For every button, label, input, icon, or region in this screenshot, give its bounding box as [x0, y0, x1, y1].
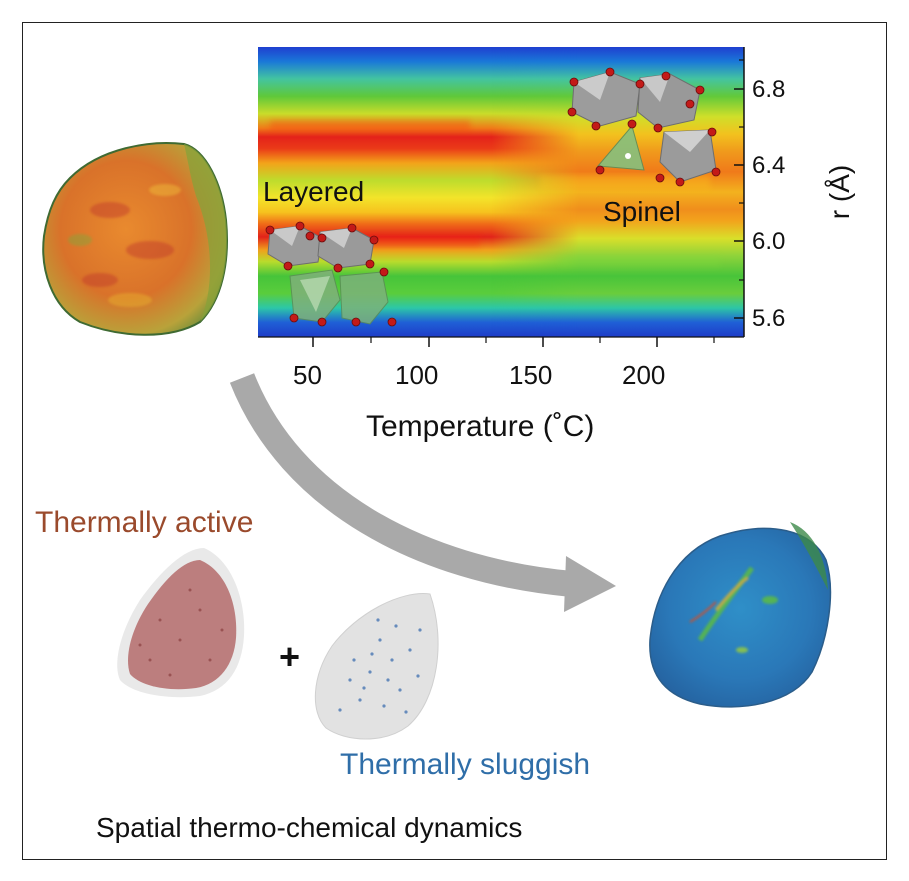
- thermally-active-label: Thermally active: [35, 506, 254, 539]
- figure-frame: [22, 22, 887, 860]
- x-tick-label: 150: [509, 360, 553, 390]
- y-tick-label: 6.0: [752, 228, 786, 255]
- y-axis-title: r (Å): [824, 164, 855, 220]
- figure-caption: Spatial thermo-chemical dynamics: [96, 812, 523, 843]
- thermally-sluggish-label: Thermally sluggish: [340, 748, 591, 781]
- x-tick-label: 50: [293, 360, 322, 390]
- particle-initial-image: [42, 142, 228, 336]
- thermally-active-particle-image: [117, 548, 245, 698]
- x-tick-label: 100: [395, 360, 439, 390]
- y-tick-label: 5.6: [752, 305, 786, 332]
- x-tick-label: 200: [622, 360, 666, 390]
- spinel-structure-icon: [567, 67, 721, 187]
- y-tick-label: 6.4: [752, 152, 786, 179]
- x-axis: [258, 336, 744, 347]
- y-axis: [734, 47, 745, 337]
- heatmap-image: [258, 47, 744, 337]
- layered-structure-icon: [265, 221, 397, 327]
- y-tick-label: 6.8: [752, 76, 786, 103]
- x-axis-title: Temperature (˚C): [366, 410, 595, 443]
- spinel-label: Spinel: [603, 196, 681, 227]
- layered-label: Layered: [263, 176, 365, 207]
- plus-sign: +: [279, 636, 301, 677]
- thermally-sluggish-particle-image: [314, 593, 439, 740]
- transformation-arrow: [229, 373, 616, 612]
- particle-final-image: [649, 522, 832, 708]
